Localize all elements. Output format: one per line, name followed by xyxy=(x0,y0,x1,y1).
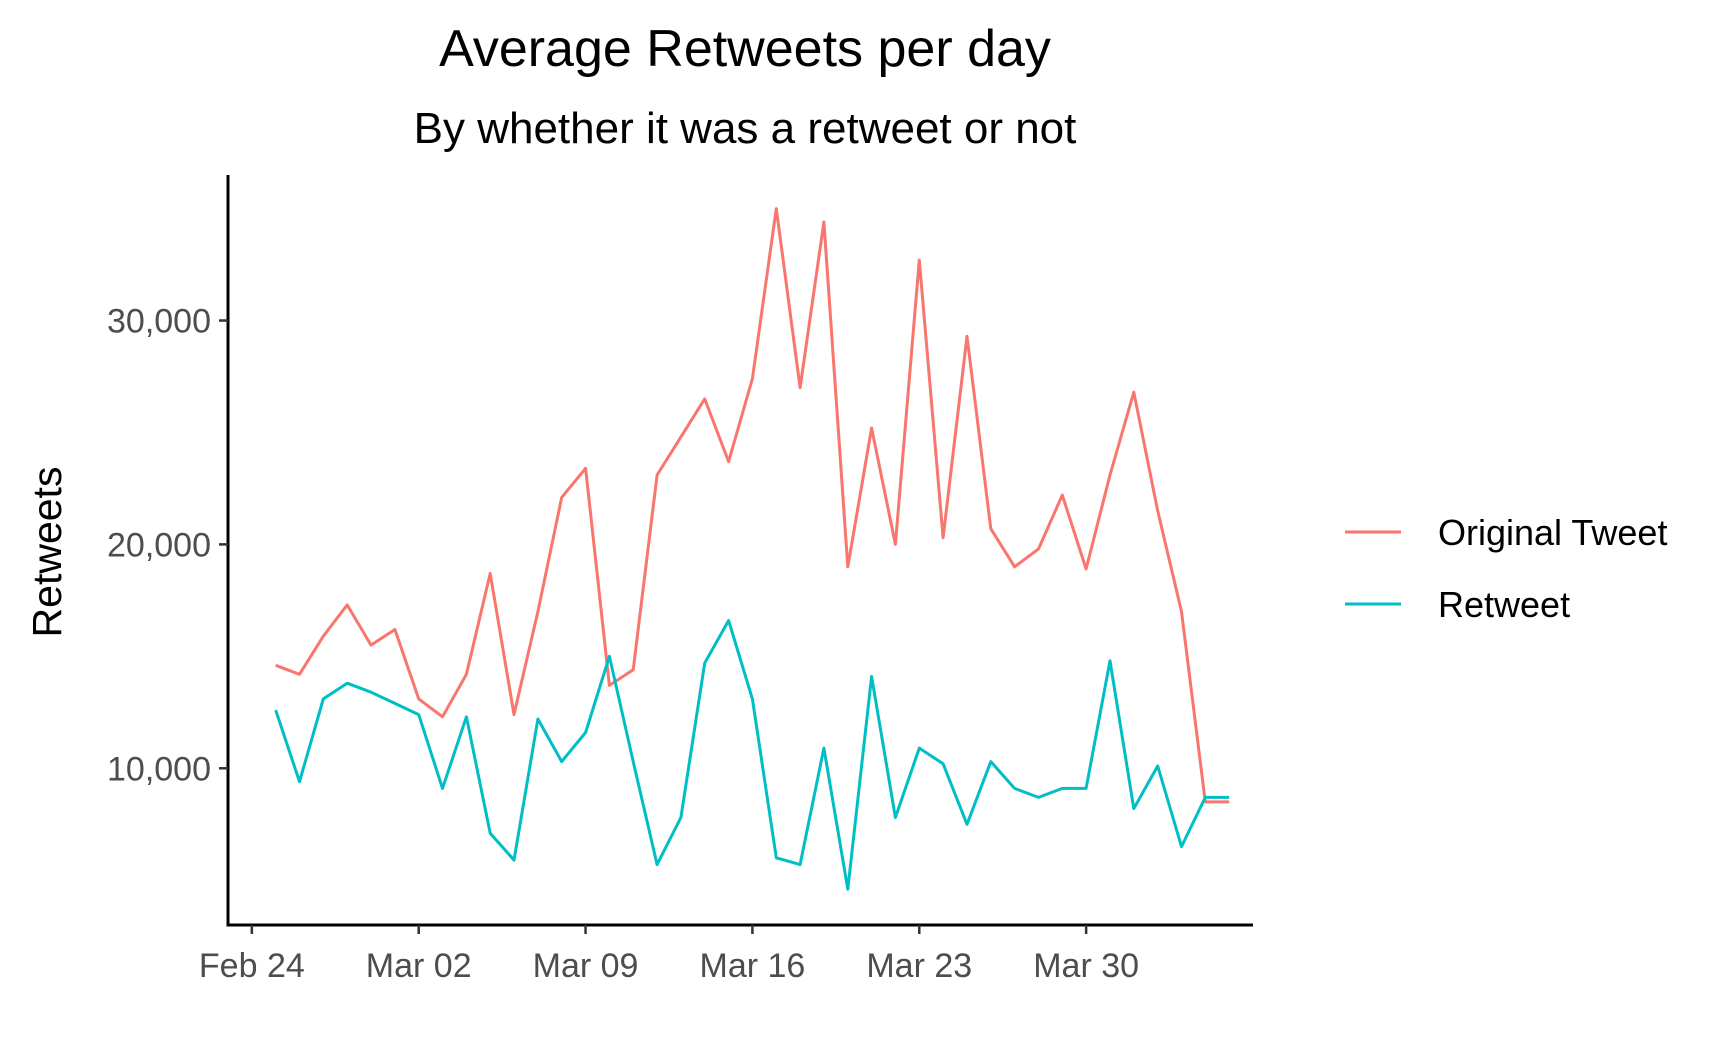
x-tick-label: Feb 24 xyxy=(199,947,305,985)
series-lines xyxy=(274,207,1230,891)
series-line-retweet xyxy=(274,619,1230,891)
chart-title: Average Retweets per day xyxy=(439,20,1051,78)
y-axis-title: Retweets xyxy=(24,467,70,638)
y-tick-label: 10,000 xyxy=(107,750,211,788)
series-line-original-tweet xyxy=(275,207,1230,804)
x-tick-label: Mar 16 xyxy=(700,947,806,985)
legend-label-retweet: Retweet xyxy=(1438,584,1570,625)
legend: Original Tweet Retweet xyxy=(1345,512,1667,625)
chart-subtitle: By whether it was a retweet or not xyxy=(414,104,1077,153)
y-tick-label: 20,000 xyxy=(107,526,211,564)
x-tick-label: Mar 30 xyxy=(1033,947,1139,985)
x-tick-label: Mar 23 xyxy=(866,947,972,985)
legend-label-original-tweet: Original Tweet xyxy=(1438,512,1667,553)
x-tick-label: Mar 02 xyxy=(366,947,472,985)
y-tick-label: 30,000 xyxy=(107,303,211,341)
axes: 10,000 20,000 30,000 Feb 24 Mar 02 Mar 09 Mar … xyxy=(107,175,1253,985)
x-tick-label: Mar 09 xyxy=(533,947,639,985)
